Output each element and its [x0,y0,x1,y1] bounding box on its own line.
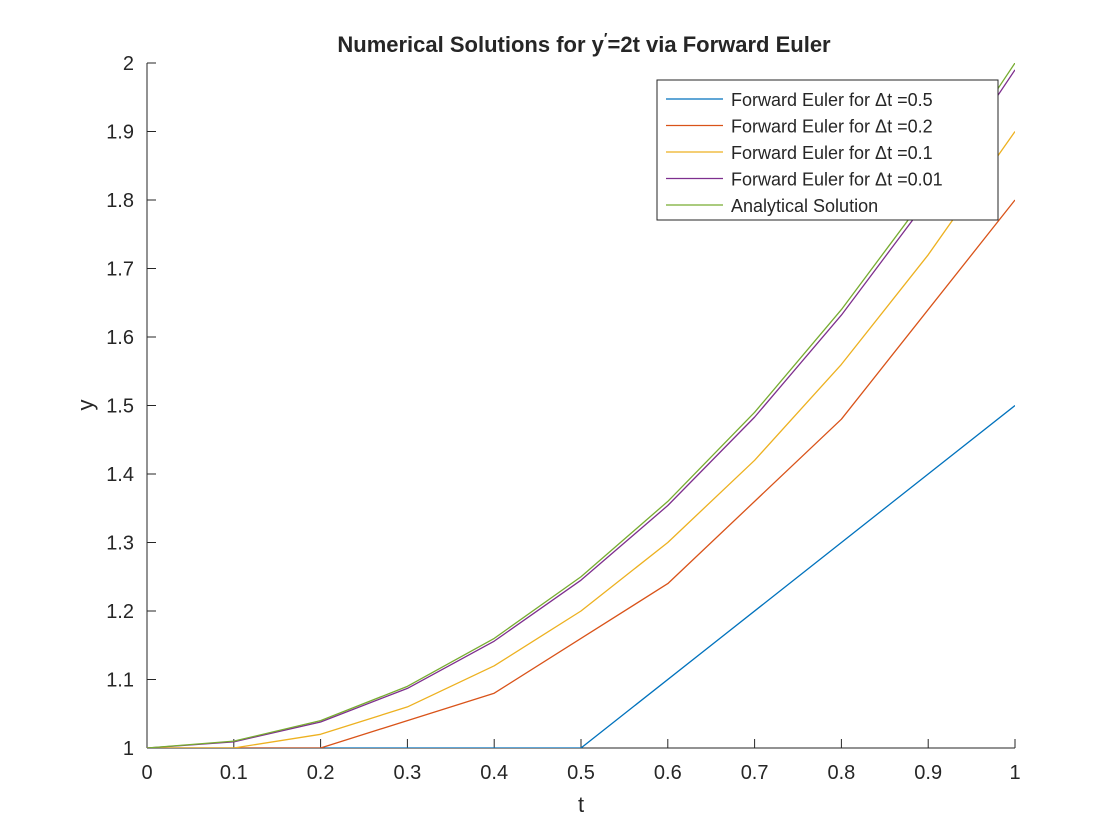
y-tick-label: 1.1 [106,670,134,692]
x-tick-label: 0.9 [914,762,942,784]
y-axis-label: y [73,400,98,411]
x-tick-label: 1 [1009,762,1020,784]
series-line-4 [147,69,1015,748]
y-tick-label: 1.9 [106,122,134,144]
x-tick-label: 0.7 [741,762,769,784]
x-tick-label: 0 [141,762,152,784]
legend-label-3: Forward Euler for Δt =0.1 [731,143,933,163]
y-tick-label: 1 [123,738,134,760]
series-line-3 [147,131,1015,748]
y-tick-label: 1.4 [106,464,134,486]
legend-label-4: Forward Euler for Δt =0.01 [731,170,943,190]
y-tick-label: 1.7 [106,259,134,281]
legend: Forward Euler for Δt =0.5 Forward Euler f… [656,79,999,221]
legend-label-2: Forward Euler for Δt =0.2 [731,117,933,137]
x-axis-label: t [578,792,584,817]
legend-box [656,79,999,221]
x-tick-label: 0.5 [567,762,595,784]
x-tick-label: 0.3 [393,762,421,784]
x-tick-label: 0.6 [654,762,682,784]
y-tick-label: 1.3 [106,533,134,555]
y-ticks: 1 1.1 1.2 1.3 1.4 1.5 1.6 1.7 1.8 1.9 2 [106,53,156,760]
y-tick-label: 2 [123,53,134,75]
x-tick-label: 0.8 [827,762,855,784]
chart-title: Numerical Solutions for y′=2t via Forwar… [337,30,831,57]
x-ticks: 0 0.1 0.2 0.3 0.4 0.5 0.6 0.7 0.8 0.9 1 [141,739,1021,784]
y-tick-label: 1.2 [106,601,134,623]
legend-label-1: Forward Euler for Δt =0.5 [731,90,933,110]
y-tick-label: 1.8 [106,190,134,212]
series-line-5 [147,63,1015,748]
series-line-1 [147,404,1015,748]
series-line-2 [147,199,1015,748]
y-tick-label: 1.6 [106,327,134,349]
series-group [147,63,1015,748]
x-tick-label: 0.1 [220,762,248,784]
x-tick-label: 0.2 [307,762,335,784]
y-tick-label: 1.5 [106,396,134,418]
legend-label-5: Analytical Solution [731,196,878,216]
x-tick-label: 0.4 [480,762,508,784]
